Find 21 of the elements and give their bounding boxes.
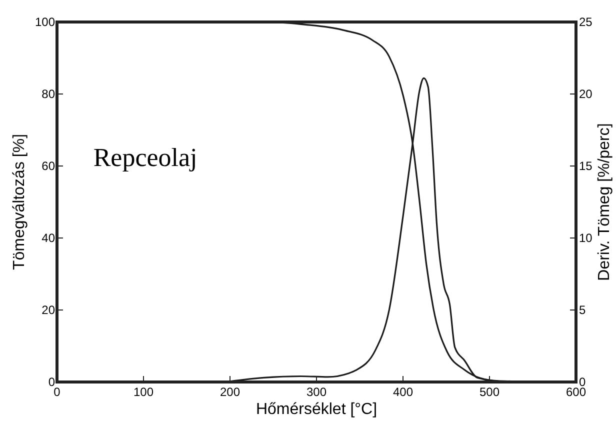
y2-tick-label: 10: [579, 231, 593, 246]
x-tick-label: 400: [392, 385, 414, 399]
y2-axis-title: Deriv. Tömeg [%/perc]: [596, 123, 613, 281]
x-tick-label: 100: [133, 385, 154, 399]
y2-tick-label: 20: [579, 87, 593, 102]
y2-tick-label: 5: [579, 303, 586, 318]
y-axis-title: Tömegváltozás [%]: [11, 134, 28, 270]
y-tick-label: 100: [34, 15, 56, 30]
y-tick-label: 40: [42, 231, 56, 246]
x-tick-label: 300: [306, 385, 327, 399]
x-axis-title: Hőmérséklet [°C]: [256, 401, 378, 418]
x-tick-label: 500: [479, 385, 500, 399]
y-tick-label: 80: [42, 87, 56, 102]
x-tick-label: 600: [566, 385, 586, 399]
annotation: Repceolaj: [93, 143, 198, 172]
y-tick-label: 60: [42, 159, 56, 174]
x-tick-label: 200: [220, 385, 240, 399]
y-tick-label: 20: [42, 303, 56, 318]
y2-tick-label: 25: [579, 15, 593, 30]
y-tick-label: 0: [48, 375, 56, 390]
y2-tick-label: 15: [579, 159, 593, 174]
